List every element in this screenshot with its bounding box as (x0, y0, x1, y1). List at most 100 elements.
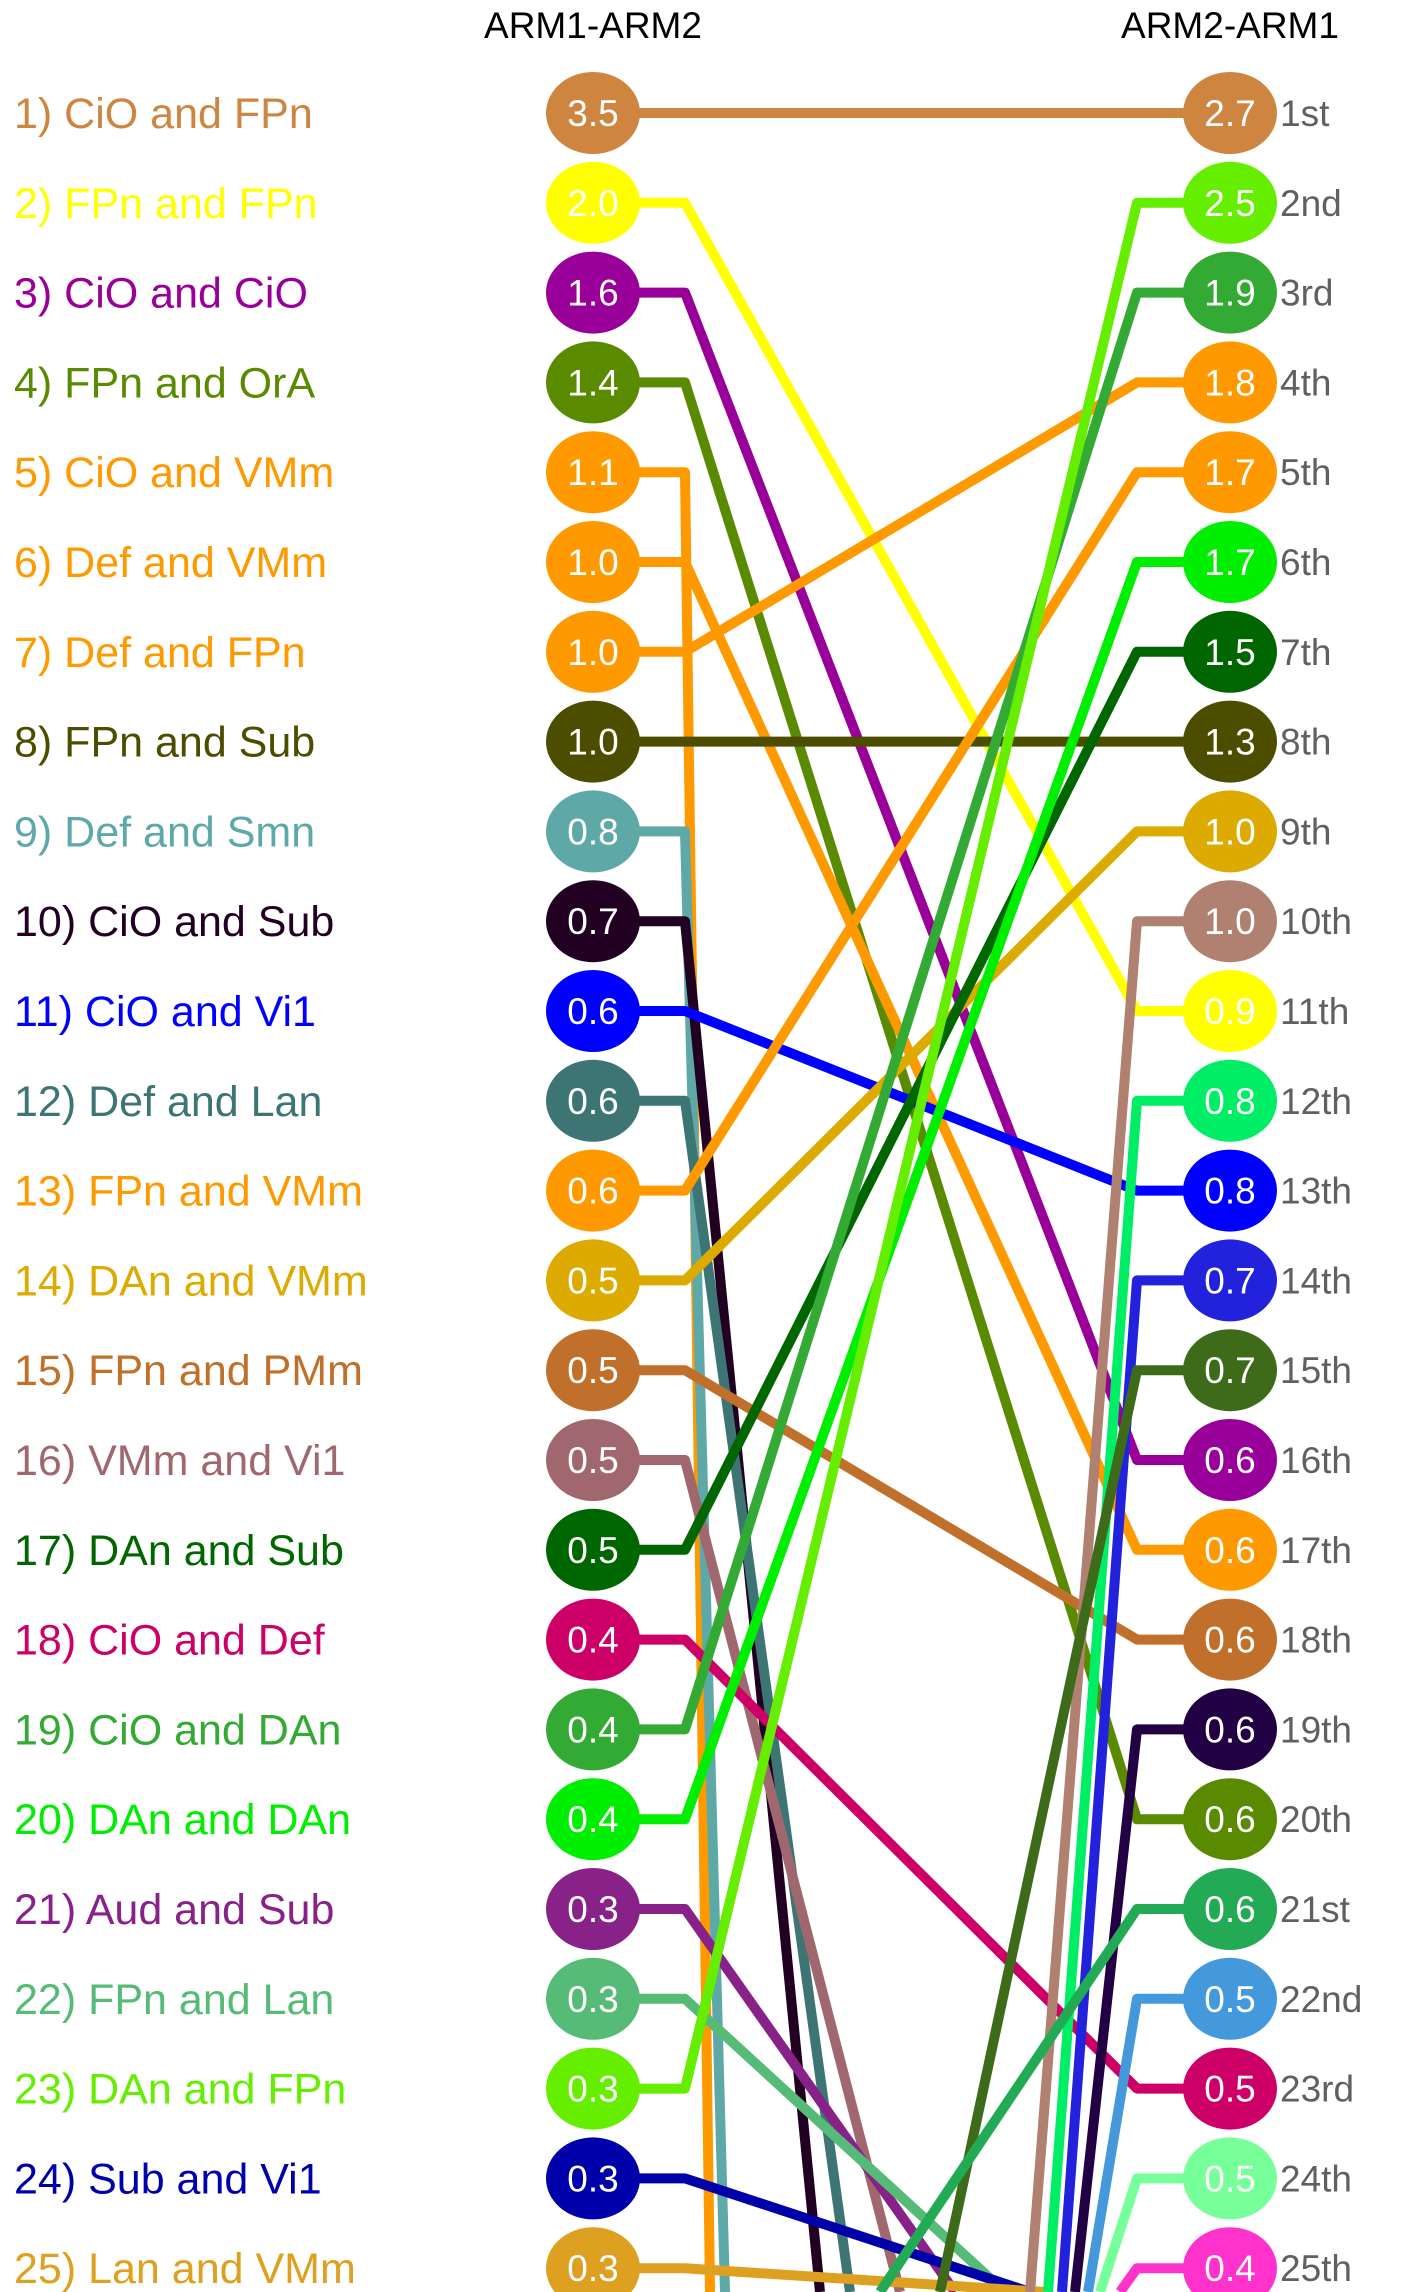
left-value-circle (546, 1957, 640, 2040)
pair-label: 8) FPn and Sub (14, 719, 315, 767)
rank-label: 10th (1280, 901, 1352, 942)
right-value-circle (1183, 72, 1277, 154)
right-value-label: 0.6 (1204, 1440, 1255, 1481)
right-value-label: 0.6 (1204, 1620, 1255, 1661)
left-value-circle (546, 610, 640, 693)
left-value-label: 1.0 (567, 542, 618, 583)
right-value-circle (1183, 2047, 1277, 2130)
pair-label: 3) CiO and CiO (14, 270, 308, 318)
right-value-circle (1183, 610, 1277, 693)
series-line (593, 1904, 960, 2292)
right-value-label: 1.0 (1204, 811, 1255, 852)
right-value-circle (1183, 700, 1277, 783)
pair-label: 11) CiO and Vi1 (14, 988, 316, 1036)
pair-label: 12) Def and Lan (14, 1078, 322, 1126)
rank-label: 23rd (1280, 2069, 1354, 2110)
left-value-label: 3.5 (567, 93, 618, 134)
pair-label: 10) CiO and Sub (14, 898, 334, 946)
left-value-label: 0.6 (567, 991, 618, 1032)
right-value-label: 0.4 (1204, 2248, 1255, 2289)
left-value-label: 0.6 (567, 1171, 618, 1212)
right-value-circle (1183, 1239, 1277, 1322)
pair-label: 20) DAn and DAn (14, 1796, 351, 1844)
left-value-circle (546, 1868, 640, 1950)
left-value-circle (546, 2137, 640, 2220)
left-value-circle (546, 880, 640, 963)
right-value-circle (1183, 1957, 1277, 2040)
right-value-label: 1.7 (1204, 542, 1255, 583)
left-value-circle (546, 341, 640, 424)
left-value-circle (546, 1598, 640, 1681)
right-value-circle (1183, 1329, 1277, 1412)
left-value-label: 0.3 (567, 1889, 618, 1930)
left-value-circle (546, 1778, 640, 1861)
rank-label: 5th (1280, 452, 1331, 493)
left-value-label: 2.0 (567, 183, 618, 224)
pair-label: 24) Sub and Vi1 (14, 2155, 322, 2203)
right-value-circle (1183, 880, 1277, 963)
left-value-label: 0.3 (567, 2069, 618, 2110)
pair-label: 5) CiO and VMm (14, 449, 334, 497)
right-value-label: 0.7 (1204, 1350, 1255, 1391)
right-value-label: 0.6 (1204, 1530, 1255, 1571)
left-value-label: 1.6 (567, 273, 618, 314)
right-value-label: 0.5 (1204, 2158, 1255, 2199)
rank-label: 13th (1280, 1171, 1352, 1212)
left-value-label: 0.4 (567, 1620, 618, 1661)
rank-label: 12th (1280, 1081, 1352, 1122)
left-header: ARM1-ARM2 (484, 5, 702, 46)
left-value-label: 0.8 (567, 811, 618, 852)
right-value-circle (1183, 1868, 1277, 1950)
left-value-circle (546, 790, 640, 873)
pair-label: 14) DAn and VMm (14, 1257, 368, 1305)
right-value-circle (1183, 2227, 1277, 2292)
right-value-label: 1.3 (1204, 722, 1255, 763)
rank-label: 21st (1280, 1889, 1351, 1930)
right-value-circle (1183, 341, 1277, 424)
left-value-label: 0.3 (567, 2158, 618, 2199)
left-value-label: 1.1 (567, 452, 618, 493)
right-value-label: 0.8 (1204, 1081, 1255, 1122)
pair-label: 13) FPn and VMm (14, 1168, 363, 1216)
right-value-circle (1183, 161, 1277, 244)
right-value-circle (1183, 970, 1277, 1052)
pair-label: 17) DAn and Sub (14, 1527, 344, 1575)
right-value-circle (1183, 1688, 1277, 1771)
left-value-label: 0.5 (567, 1440, 618, 1481)
rank-label: 22nd (1280, 1979, 1362, 2020)
rank-label: 18th (1280, 1620, 1352, 1661)
right-value-circle (1183, 1508, 1277, 1591)
right-value-label: 1.9 (1204, 273, 1255, 314)
rank-label: 7th (1280, 632, 1331, 673)
left-value-circle (546, 431, 640, 514)
rank-label: 9th (1280, 811, 1331, 852)
left-value-label: 1.0 (567, 632, 618, 673)
right-value-circle (1183, 521, 1277, 603)
left-value-label: 0.7 (567, 901, 618, 942)
left-value-label: 0.3 (567, 2248, 618, 2289)
right-value-label: 0.5 (1204, 2069, 1255, 2110)
right-header: ARM2-ARM1 (1121, 5, 1339, 46)
pair-label: 9) Def and Smn (14, 808, 315, 856)
left-value-circle (546, 700, 640, 783)
pair-label: 23) DAn and FPn (14, 2066, 346, 2114)
right-value-label: 0.6 (1204, 1709, 1255, 1750)
right-value-circle (1183, 1419, 1277, 1501)
rank-label: 1st (1280, 93, 1330, 134)
chart-text: 3.5 1) CiO and FPn 2.0 2) FPn and FPn 1.6 3) … (14, 90, 1362, 2292)
right-value-circle (1183, 431, 1277, 514)
pair-label: 2) FPn and FPn (14, 180, 318, 228)
series-line (593, 1365, 1230, 1645)
pair-label: 15) FPn and PMm (14, 1347, 363, 1395)
rank-label: 19th (1280, 1709, 1352, 1750)
left-value-circle (546, 2047, 640, 2130)
right-value-circle (1183, 790, 1277, 873)
left-value-circle (546, 2227, 640, 2292)
pair-label: 7) Def and FPn (14, 629, 306, 677)
left-value-circle (546, 1059, 640, 1142)
left-value-circle (546, 1419, 640, 1501)
pair-label: 6) Def and VMm (14, 539, 327, 587)
left-value-label: 1.4 (567, 362, 618, 403)
rank-label: 14th (1280, 1260, 1352, 1301)
left-value-circle (546, 1688, 640, 1771)
